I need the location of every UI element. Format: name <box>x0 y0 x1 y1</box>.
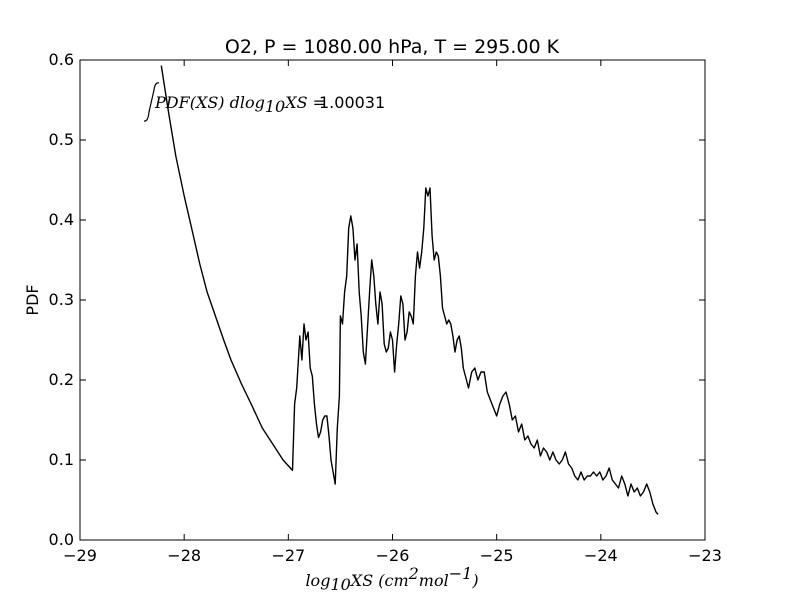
x-tick-label: −28 <box>167 546 201 565</box>
y-tick-label: 0.1 <box>49 450 74 469</box>
integral-sign <box>143 82 160 122</box>
x-tick-label: −25 <box>480 546 514 565</box>
y-tick-label: 0.2 <box>49 370 74 389</box>
x-axis-label: log10XS (cm2mol−1) <box>305 564 478 594</box>
y-axis-label: PDF <box>23 284 42 315</box>
x-axis-ticks: −29 −28 −27 −26 −25 −24 −23 <box>63 60 722 565</box>
integral-annotation: PDF(XS) dlog10XS = 1.00031 <box>143 82 385 122</box>
chart-title: O2, P = 1080.00 hPa, T = 295.00 K <box>225 36 560 58</box>
plot-frame <box>79 59 706 541</box>
x-tick-label: −26 <box>376 546 410 565</box>
y-tick-label: 0.3 <box>49 290 74 309</box>
x-tick-label: −27 <box>271 546 305 565</box>
y-tick-label: 0.6 <box>49 50 74 69</box>
x-tick-label: −23 <box>688 546 722 565</box>
y-tick-label: 0.0 <box>49 530 74 549</box>
x-tick-label: −24 <box>584 546 618 565</box>
y-axis-ticks: 0.0 0.1 0.2 0.3 0.4 0.5 0.6 <box>49 50 705 549</box>
integral-value: 1.00031 <box>319 93 385 112</box>
svg-text:PDF(XS) dlog10XS =: PDF(XS) dlog10XS = <box>154 93 326 116</box>
x-tick-label: −29 <box>63 546 97 565</box>
y-tick-label: 0.4 <box>49 210 74 229</box>
pdf-series-line <box>160 65 659 515</box>
y-tick-label: 0.5 <box>49 130 74 149</box>
